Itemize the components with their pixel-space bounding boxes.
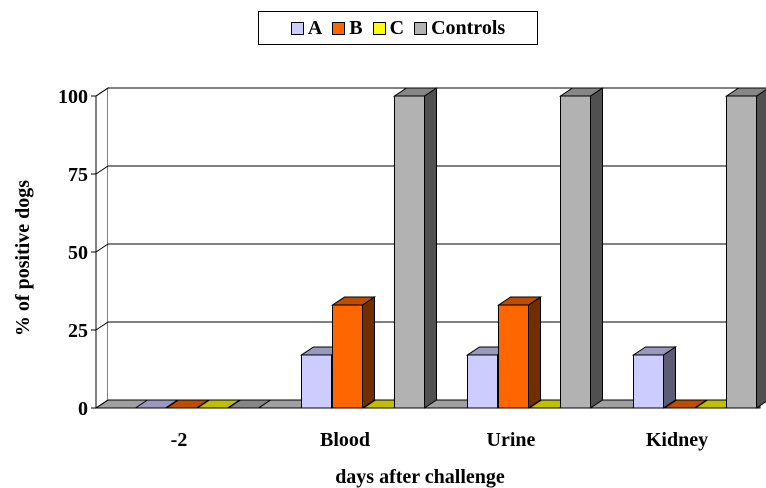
bar-front	[467, 354, 498, 409]
x-tick-label: Blood	[320, 429, 370, 451]
legend-item-b: B	[332, 16, 363, 40]
x-tick-label: Urine	[487, 429, 536, 451]
bar-controls-kidney	[724, 87, 766, 409]
gridline-depth	[95, 165, 109, 175]
legend-label-b: B	[349, 16, 363, 39]
bar-front	[726, 95, 757, 409]
y-tick-label: 100	[58, 86, 88, 108]
legend-swatch-b	[332, 21, 346, 35]
bar-side	[590, 87, 603, 409]
y-tick-label: 25	[68, 320, 88, 342]
chart-legend: A B C Controls	[258, 11, 538, 45]
bar-front	[633, 354, 664, 409]
bar-controls-blood	[392, 87, 439, 409]
y-tick-label: 50	[68, 242, 88, 264]
bar-a-kidney	[631, 346, 678, 409]
legend-item-controls: Controls	[414, 17, 505, 40]
x-axis-label: days after challenge	[335, 466, 505, 488]
gridline-depth	[95, 243, 109, 253]
gridline-depth	[95, 321, 109, 331]
bar-side	[528, 296, 541, 409]
bar-side	[756, 89, 766, 409]
x-tick-label: -2	[171, 429, 188, 451]
gridline-depth	[95, 87, 109, 97]
bar-front	[498, 304, 529, 409]
bar-b-urine	[496, 296, 543, 409]
legend-swatch-c	[372, 21, 386, 35]
legend-swatch-a	[290, 21, 304, 35]
legend-item-c: C	[372, 16, 405, 40]
gridline-depth	[95, 399, 109, 409]
bar-front	[332, 304, 363, 409]
bar-c-2	[195, 399, 242, 409]
y-axis-label: % of positive dogs	[12, 180, 34, 336]
bar-front	[560, 95, 591, 409]
bars	[133, 87, 766, 409]
bar-side	[362, 296, 375, 409]
legend-swatch-controls	[414, 21, 428, 35]
bar-side	[663, 346, 676, 409]
y-tick-label: 75	[68, 164, 88, 186]
legend-label-controls: Controls	[431, 16, 506, 39]
bar-b-blood	[330, 296, 377, 409]
bar-controls-urine	[558, 87, 605, 409]
bar-front	[394, 95, 425, 409]
legend-item-a: A	[290, 16, 323, 40]
y-tick-label: 0	[78, 398, 88, 420]
x-tick-label: Kidney	[646, 429, 708, 451]
bar-side	[424, 87, 437, 409]
bar-front	[301, 354, 332, 409]
legend-label-a: A	[307, 16, 323, 39]
legend-label-c: C	[389, 16, 405, 39]
axes: 0 25 50 75 100 -2 Blood Urine Kidney	[58, 86, 760, 451]
